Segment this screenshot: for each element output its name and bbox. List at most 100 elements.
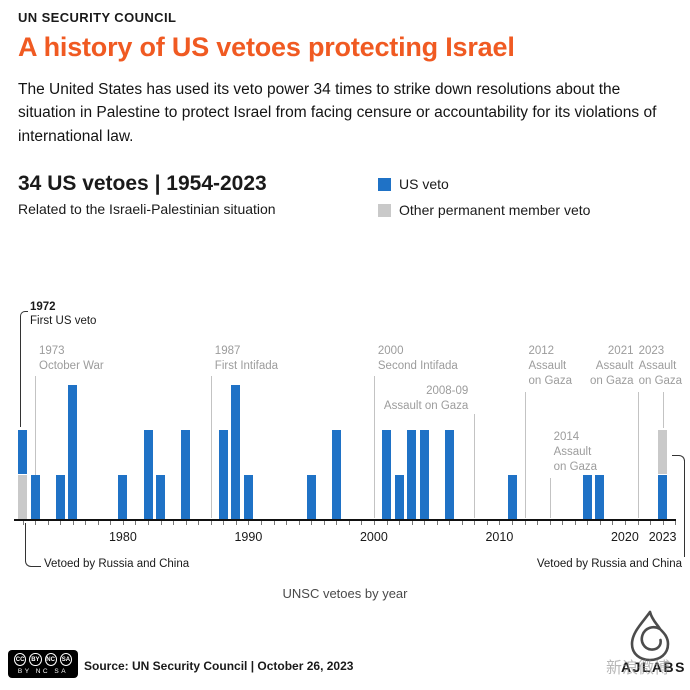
first-us-veto-text: First US veto — [30, 315, 97, 328]
us-veto-bar-2006 — [444, 430, 454, 519]
us-veto-bar-1990 — [243, 475, 253, 519]
axis-tick — [198, 521, 200, 525]
left-russia-china-connector-line — [25, 523, 41, 567]
left-russia-china-callout: Vetoed by Russia and China — [44, 558, 190, 570]
legend-label-us-veto: US veto — [399, 176, 449, 192]
cc-nc-icon: NC — [44, 653, 57, 666]
axis-tick — [35, 521, 36, 525]
annotation-line-2023 — [662, 392, 664, 428]
axis-tick — [675, 521, 677, 525]
legend-label-other-veto: Other permanent member veto — [399, 202, 591, 218]
axis-tick — [323, 521, 325, 525]
axis-tick — [22, 521, 24, 525]
axis-tick — [662, 521, 664, 525]
axis-tick — [512, 521, 513, 525]
page-title: A history of US vetoes protecting Israel — [18, 32, 515, 62]
cc-icons-row: CC BY NC SA — [14, 653, 72, 666]
cc-by-icon: BY — [29, 653, 42, 666]
al-jazeera-logo-icon — [622, 608, 678, 669]
right-russia-china-callout: Vetoed by Russia and China — [536, 558, 682, 570]
us-veto-bar-1975 — [55, 475, 65, 519]
legend-item-other-veto: Other permanent member veto — [378, 202, 590, 218]
us-veto-bar-1985 — [181, 430, 191, 519]
weibo-watermark: 新浪微博 — [605, 660, 670, 677]
axis-tick — [386, 521, 388, 525]
axis-tick — [361, 521, 363, 525]
axis-tick — [399, 521, 400, 525]
axis-tick-label: 1980 — [108, 530, 137, 544]
right-russia-china-connector-line — [672, 455, 685, 557]
other-veto-bar-2023 — [658, 430, 668, 474]
axis-tick — [248, 521, 250, 525]
axis-tick — [348, 521, 350, 525]
axis-tick-label: 2023 — [648, 530, 677, 544]
cc-cc-icon: CC — [14, 653, 27, 666]
axis-tick — [574, 521, 576, 525]
us-veto-bar-1973 — [30, 475, 40, 519]
annotation-label-2023: 2023 Assault on Gaza — [638, 345, 683, 387]
us-veto-bar-2004 — [419, 430, 429, 519]
axis-tick — [549, 521, 551, 525]
annotation-label-1987: 1987 First Intifada — [214, 345, 279, 372]
axis-tick — [235, 521, 237, 525]
annotation-line-2021 — [637, 392, 639, 518]
annotation-label-2008: 2008-09 Assault on Gaza — [383, 385, 469, 412]
x-axis-line — [14, 519, 676, 521]
first-us-veto-callout: 1972 First US veto — [30, 300, 96, 329]
annotation-line-2000 — [373, 376, 375, 518]
annotation-label-1973: 1973 October War — [39, 345, 104, 372]
us-veto-bar-1988 — [218, 430, 228, 519]
cc-license-badge: CC BY NC SA BY NC SA — [8, 650, 78, 678]
axis-tick — [47, 521, 49, 525]
annotation-line-2012 — [524, 392, 526, 518]
us-veto-bar-2017 — [582, 475, 592, 519]
axis-tick — [474, 521, 476, 525]
annotation-line-1987 — [210, 376, 212, 518]
annotation-line-2014 — [549, 478, 551, 518]
annotation-line-2008 — [474, 414, 476, 518]
source-text: Source: UN Security Council | October 26… — [84, 659, 354, 673]
legend-item-us-veto: US veto — [378, 176, 590, 192]
axis-tick — [97, 521, 99, 525]
intro-text: The United States has used its veto powe… — [18, 81, 657, 145]
axis-tick — [223, 521, 225, 525]
us-veto-bar-2011 — [507, 475, 517, 519]
axis-tick — [624, 521, 626, 525]
us-veto-bar-2002 — [394, 475, 404, 519]
us-veto-bar-1982 — [143, 430, 153, 519]
annotation-label-2012: 2012 Assault on Gaza — [528, 345, 572, 387]
axis-tick — [499, 521, 501, 525]
us-veto-bar-2003 — [407, 430, 417, 519]
cc-license-label: BY NC SA — [17, 668, 69, 675]
axis-tick — [135, 521, 137, 525]
axis-tick — [436, 521, 438, 525]
axis-tick — [524, 521, 526, 525]
axis-tick — [273, 521, 275, 525]
first-us-veto-connector-line — [20, 311, 28, 427]
axis-tick — [461, 521, 463, 525]
axis-tick — [650, 521, 651, 525]
us-veto-bar-2001 — [382, 430, 391, 519]
axis-tick — [185, 521, 187, 525]
axis-tick — [562, 521, 564, 525]
axis-tick — [411, 521, 413, 525]
axis-tick-label: 2010 — [485, 530, 514, 544]
axis-tick — [148, 521, 149, 525]
axis-tick — [261, 521, 262, 525]
axis-tick — [587, 521, 589, 525]
axis-tick-label: 1990 — [234, 530, 263, 544]
other-veto-bar-1972 — [18, 475, 27, 519]
axis-tick — [110, 521, 112, 525]
axis-tick — [612, 521, 614, 525]
axis-tick — [311, 521, 313, 525]
x-axis-title: UNSC vetoes by year — [282, 586, 408, 601]
axis-tick — [160, 521, 162, 525]
annotation-line-1973 — [35, 376, 36, 518]
legend: US veto Other permanent member veto — [378, 176, 590, 228]
us-veto-bar-1983 — [156, 475, 166, 519]
axis-tick — [537, 521, 539, 525]
us-veto-bar-1976 — [68, 385, 78, 519]
axis-tick — [173, 521, 175, 525]
axis-tick — [85, 521, 87, 525]
